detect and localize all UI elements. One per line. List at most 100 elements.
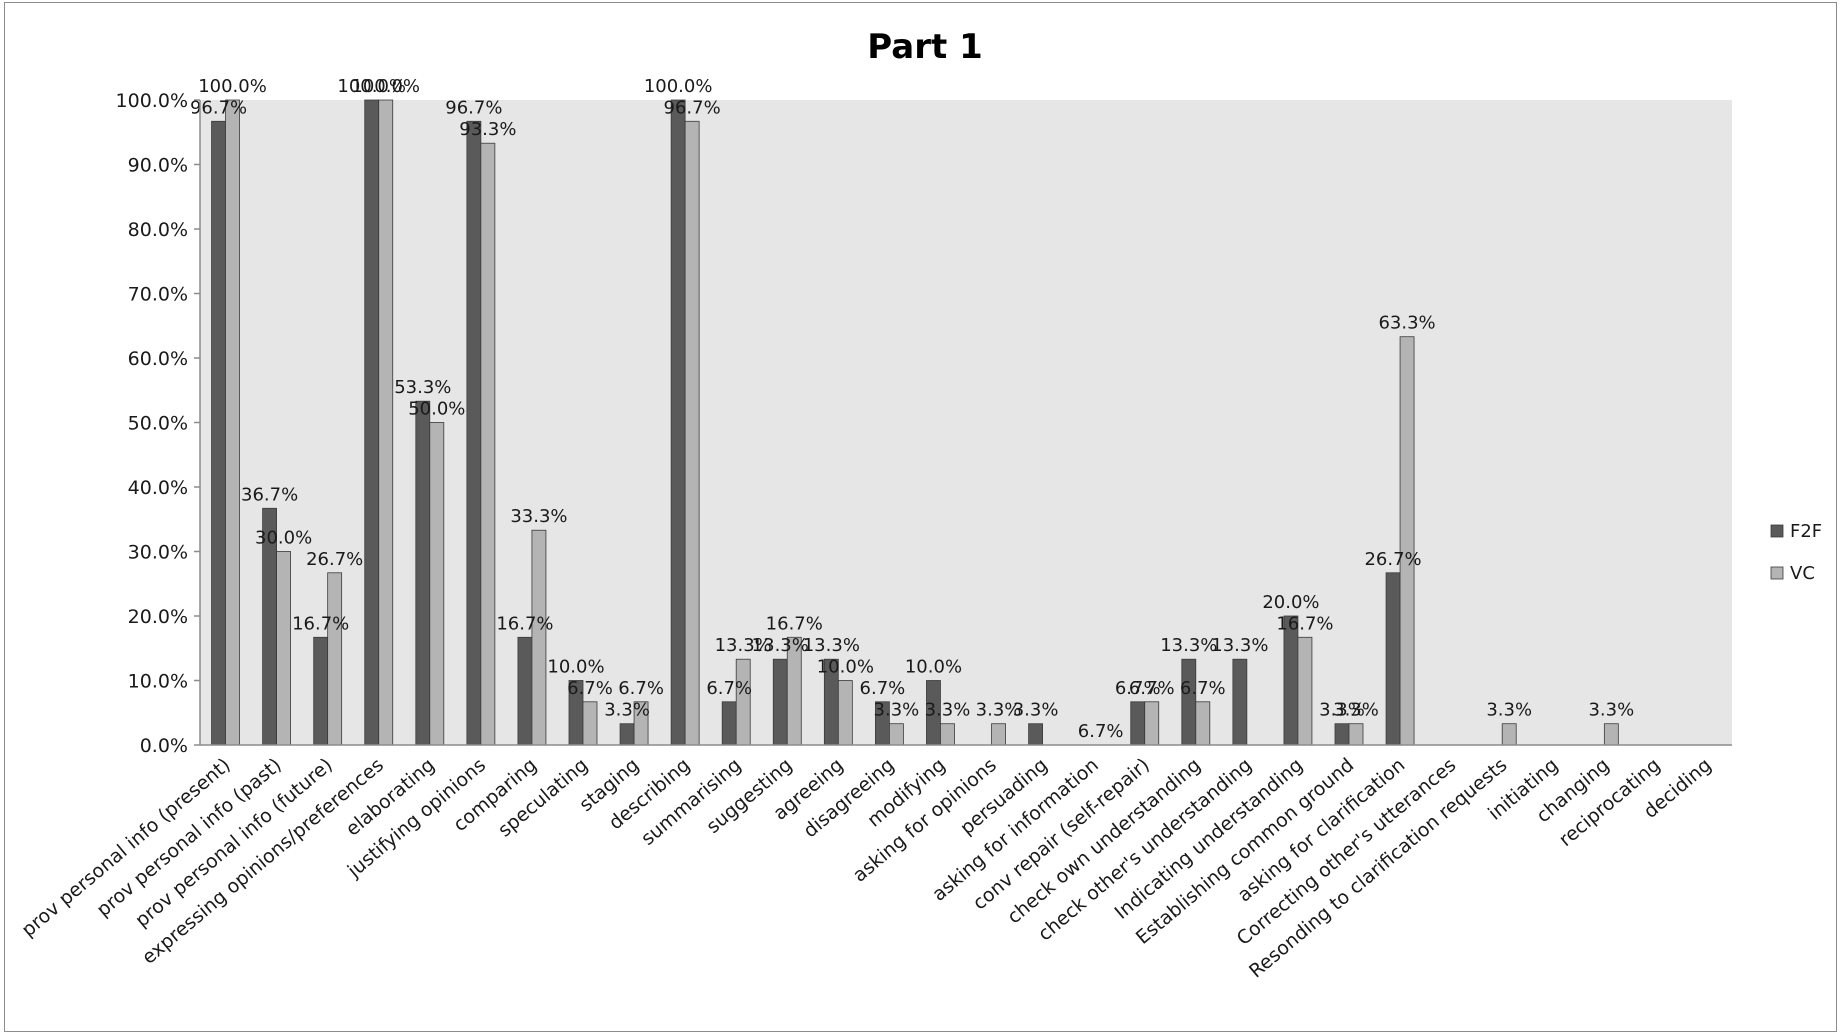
data-label-vc: 16.7%	[1276, 613, 1333, 634]
y-tick-label: 40.0%	[128, 477, 188, 499]
bar-vc	[837, 680, 853, 746]
bar-vc	[684, 120, 700, 746]
data-label-f2f: 13.3%	[752, 635, 809, 656]
data-label-vc: 96.7%	[664, 97, 721, 118]
y-tick-label: 90.0%	[128, 155, 188, 177]
data-label-vc: 3.3%	[1486, 700, 1532, 721]
y-tick-label: 60.0%	[128, 348, 188, 370]
bar-f2f	[1232, 658, 1248, 746]
bar-vc	[991, 723, 1006, 746]
bar-f2f	[670, 99, 686, 746]
data-label-vc: 26.7%	[306, 549, 363, 570]
legend: F2F VC	[1770, 521, 1822, 584]
data-label-vc: 6.7%	[567, 678, 613, 699]
plot-area	[200, 100, 1732, 745]
bar-f2f	[466, 120, 482, 746]
bar-f2f	[364, 99, 380, 746]
chart-title: Part 1	[867, 27, 982, 67]
data-label-f2f: 13.3%	[1160, 635, 1217, 656]
bar-f2f	[415, 400, 431, 746]
y-tick-label: 30.0%	[128, 542, 188, 564]
data-label-f2f: 3.3%	[1013, 700, 1059, 721]
legend-label-f2f: F2F	[1790, 521, 1822, 542]
y-tick-label: 70.0%	[128, 284, 188, 306]
bar-f2f	[721, 701, 737, 746]
bar-vc	[225, 99, 240, 746]
data-label-f2f: 100.0%	[644, 76, 713, 97]
y-tick-label: 80.0%	[128, 219, 188, 241]
y-tick-label: 0.0%	[140, 735, 188, 757]
data-label-f2f: 10.0%	[547, 657, 604, 678]
bar-vc	[889, 723, 904, 746]
data-label-vc: 6.7%	[618, 678, 664, 699]
data-label-f2f: 3.3%	[1319, 700, 1365, 721]
data-label-vc: 100.0%	[198, 76, 267, 97]
data-label-vc: 3.3%	[1588, 700, 1634, 721]
data-label-vc: 100.0%	[351, 76, 420, 97]
data-label-vc: 6.7%	[1129, 678, 1175, 699]
data-label-f2f: 13.3%	[1211, 635, 1268, 656]
bar-vc	[327, 572, 343, 746]
bar-f2f	[1181, 658, 1197, 746]
bar-vc	[480, 142, 496, 746]
legend-swatch-vc	[1770, 566, 1784, 580]
bar-vc	[1144, 701, 1160, 746]
data-label-f2f: 20.0%	[1262, 592, 1319, 613]
bar-f2f	[211, 120, 226, 746]
y-tick-label: 100.0%	[116, 90, 188, 112]
data-label-vc: 3.3%	[874, 700, 920, 721]
data-label-f2f: 3.3%	[604, 700, 650, 721]
data-label-f2f: 16.7%	[496, 613, 553, 634]
bar-f2f	[1130, 701, 1146, 746]
data-label-vc: 3.3%	[976, 700, 1022, 721]
bar-f2f	[772, 658, 788, 746]
data-label-f2f: 6.7%	[860, 678, 906, 699]
x-tick-label: prov personal info (future)	[131, 754, 337, 932]
data-label-f2f: 96.7%	[190, 97, 247, 118]
bar-vc	[1195, 701, 1211, 746]
bar-f2f	[1334, 723, 1350, 746]
data-label-f2f: 10.0%	[905, 657, 962, 678]
bar-f2f	[619, 723, 635, 746]
data-label-f2f: 6.7%	[1115, 678, 1161, 699]
data-label-f2f: 100.0%	[337, 76, 406, 97]
bar-vc	[735, 658, 751, 746]
bar-f2f	[517, 636, 533, 746]
data-labels: 96.7%100.0%36.7%30.0%16.7%26.7%100.0%100…	[190, 76, 1634, 742]
legend-label-vc: VC	[1790, 563, 1815, 584]
data-label-vc: 50.0%	[408, 399, 465, 420]
data-label-vc: 63.3%	[1378, 313, 1435, 334]
bar-vc	[276, 551, 292, 746]
bar-f2f	[1283, 615, 1299, 746]
data-label-f2f: 36.7%	[241, 484, 298, 505]
bar-f2f	[1028, 723, 1043, 746]
data-label-vc: 10.0%	[817, 657, 874, 678]
bar-vc	[531, 529, 547, 746]
data-label-f2f: 26.7%	[1364, 549, 1421, 570]
data-label-vc: 33.3%	[510, 506, 567, 527]
data-label-f2f: 96.7%	[445, 97, 502, 118]
bar-vc	[1297, 636, 1313, 746]
x-axis: prov personal info (present)prov persona…	[17, 754, 1715, 983]
data-label-vc: 16.7%	[766, 613, 823, 634]
bars	[211, 99, 1619, 746]
bar-vc	[378, 99, 394, 746]
bar-vc	[1399, 336, 1415, 746]
data-label-vc: 3.3%	[925, 700, 971, 721]
data-label-f2f: 13.3%	[803, 635, 860, 656]
y-tick-label: 20.0%	[128, 606, 188, 628]
data-label-vc: 93.3%	[459, 119, 516, 140]
bar-f2f	[1385, 572, 1401, 746]
data-label-vc: 13.3%	[715, 635, 772, 656]
y-tick-label: 50.0%	[128, 413, 188, 435]
bar-f2f	[313, 636, 329, 746]
data-label-f2f: 16.7%	[292, 613, 349, 634]
y-axis: 0.0% 10.0% 20.0% 30.0% 40.0% 50.0% 60.0% 70.0% 8…	[116, 90, 200, 757]
data-label-f2f: 6.7%	[706, 678, 752, 699]
bar-vc	[1603, 723, 1619, 746]
data-label-vc: 3.3%	[1333, 700, 1379, 721]
bar-vc	[582, 701, 598, 746]
bar-vc	[1348, 723, 1364, 746]
bar-vc	[429, 422, 445, 746]
